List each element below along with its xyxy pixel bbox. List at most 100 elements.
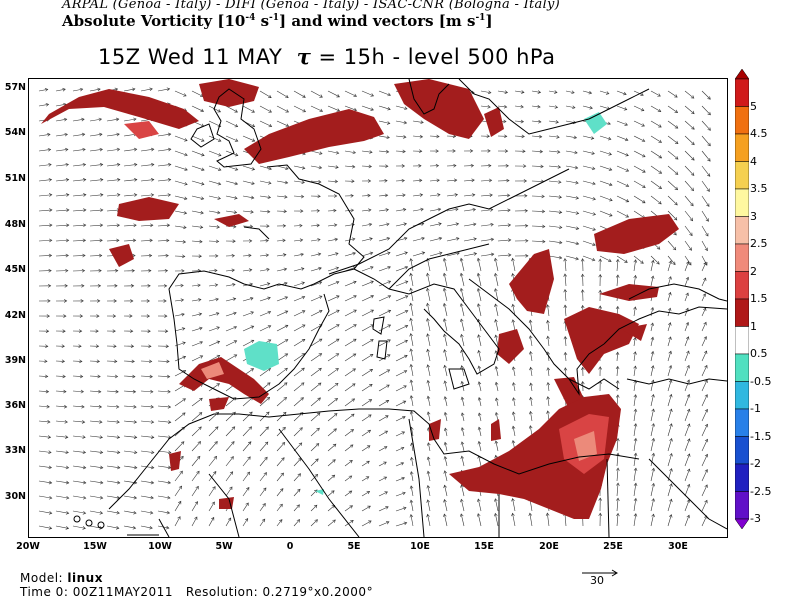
wind-vector-head: [48, 526, 53, 530]
wind-vector: [443, 318, 448, 332]
wind-vector: [650, 468, 655, 482]
wind-vector: [495, 382, 499, 392]
wind-vector-head: [673, 217, 678, 221]
wind-vector-head: [490, 222, 494, 227]
wind-vector: [684, 350, 690, 362]
wind-vector: [72, 133, 85, 137]
wind-vector-head: [62, 87, 66, 92]
wind-vector: [259, 426, 269, 437]
wind-vector: [444, 428, 448, 437]
wind-vector-head: [402, 400, 407, 404]
wind-vector-head: [114, 284, 118, 288]
wind-vector-head: [541, 194, 545, 199]
wind-vector-head: [528, 335, 533, 339]
wind-vector-head: [642, 200, 646, 204]
wind-vector-head: [443, 411, 448, 416]
wind-vector-head: [366, 491, 371, 495]
wind-vector: [123, 465, 137, 469]
wind-vector-head: [232, 297, 237, 301]
wind-vector: [684, 322, 689, 332]
wind-vector-head: [319, 324, 323, 328]
wind-vector-head: [641, 138, 646, 142]
wind-vector-head: [45, 102, 50, 107]
wind-vector: [395, 150, 406, 152]
wind-vector-head: [115, 389, 119, 394]
wind-vector-head: [494, 381, 499, 386]
wind-vector: [480, 90, 491, 94]
wind-vector: [616, 195, 629, 202]
wind-vector: [89, 239, 103, 242]
wind-vector-head: [217, 153, 222, 157]
wind-vector-head: [82, 178, 87, 182]
wind-vector-head: [296, 504, 300, 508]
wind-vector: [412, 237, 425, 242]
wind-vector: [395, 266, 408, 272]
wind-vector: [410, 273, 414, 287]
wind-vector-head: [133, 435, 138, 439]
wind-vector-head: [350, 520, 354, 524]
wind-vector-head: [184, 182, 188, 186]
wind-vector: [293, 442, 302, 452]
wind-vector: [293, 268, 305, 272]
wind-vector: [38, 239, 52, 242]
wind-vector: [140, 390, 153, 393]
wind-vector-head: [669, 423, 673, 427]
coastlines-borders: [73, 79, 727, 537]
wind-vector-head: [167, 132, 172, 137]
wind-vector-head: [707, 142, 711, 147]
wind-vector-head: [521, 134, 525, 139]
wind-vector: [547, 336, 550, 347]
colorbar-label: 3: [750, 209, 757, 223]
wind-vector-head: [486, 134, 490, 138]
wind-vector: [310, 165, 322, 169]
colorbar-swatch: [734, 381, 750, 410]
wind-vector-head: [232, 283, 236, 287]
wind-vector: [276, 120, 289, 127]
wind-vector: [684, 277, 689, 287]
wind-vector: [478, 455, 482, 467]
wind-vector: [361, 430, 371, 437]
wind-vector-head: [460, 498, 464, 503]
wind-vector-head: [409, 471, 414, 475]
wind-vector: [395, 355, 408, 362]
wind-vector: [157, 240, 169, 242]
wind-vector-head: [477, 412, 482, 416]
wind-vector: [444, 412, 448, 422]
wind-vector-head: [404, 309, 409, 314]
wind-vector: [293, 519, 300, 527]
wind-vector-head: [333, 208, 337, 213]
wind-vector-head: [167, 405, 172, 409]
wind-vector: [293, 504, 300, 512]
wind-vector-head: [196, 455, 201, 460]
wind-vector-head: [251, 138, 256, 142]
wind-vector-head: [266, 411, 270, 416]
wind-vector-head: [580, 273, 585, 278]
wind-vector: [106, 450, 120, 453]
wind-vector-head: [674, 156, 679, 160]
wind-vector-head: [353, 280, 357, 285]
wind-vector-head: [686, 261, 690, 265]
wind-vector: [225, 456, 234, 467]
wind-vector-head: [690, 202, 694, 207]
wind-vector-head: [267, 382, 271, 386]
wind-vector: [106, 480, 120, 484]
colorbar-label: 0.5: [750, 347, 768, 360]
wind-vector: [395, 252, 408, 257]
wind-vector: [344, 105, 357, 111]
wind-vector-head: [61, 344, 65, 349]
wind-vector-head: [46, 314, 50, 318]
wind-vector-head: [658, 124, 662, 128]
wind-vector: [327, 413, 338, 422]
wind-vector-head: [99, 465, 104, 470]
wind-vector-head: [234, 138, 239, 142]
wind-vector-head: [624, 137, 629, 142]
wind-vector: [174, 516, 181, 527]
wind-vector-head: [115, 405, 120, 409]
wind-vector-head: [81, 420, 86, 424]
wind-vector-head: [524, 194, 528, 198]
wind-vector-head: [400, 462, 405, 466]
wind-vector: [667, 514, 672, 527]
wind-vector-head: [116, 132, 120, 137]
wind-vector: [480, 194, 493, 197]
wind-vector-head: [657, 93, 661, 97]
